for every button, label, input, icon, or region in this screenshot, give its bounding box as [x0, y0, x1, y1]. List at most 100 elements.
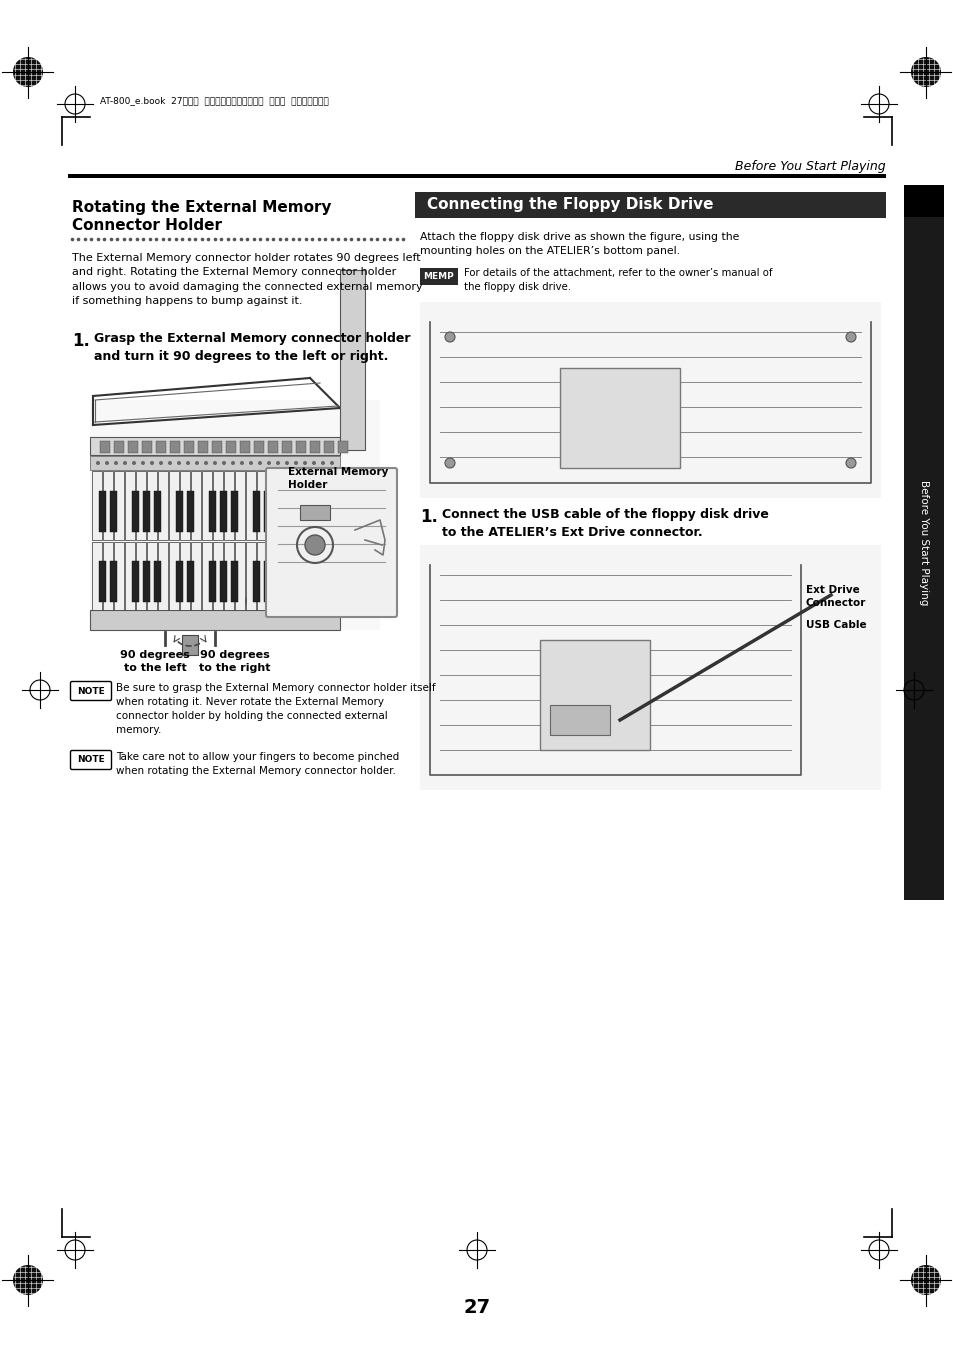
Bar [132, 490, 139, 532]
Bar [113, 542, 124, 611]
Bar [339, 270, 365, 450]
Circle shape [186, 461, 190, 465]
Bar [220, 561, 227, 603]
Text: MEMP: MEMP [423, 272, 454, 281]
Bar [191, 471, 201, 540]
Bar [143, 561, 150, 603]
Circle shape [204, 461, 208, 465]
Bar [132, 561, 139, 603]
Bar [202, 542, 212, 611]
Circle shape [330, 461, 334, 465]
Bar [290, 542, 299, 611]
Bar [175, 561, 183, 603]
Circle shape [96, 461, 100, 465]
Text: 90 degrees: 90 degrees [200, 650, 270, 661]
Text: to the ATELIER’s Ext Drive connector.: to the ATELIER’s Ext Drive connector. [441, 526, 702, 539]
Bar [253, 561, 260, 603]
Bar [103, 542, 112, 611]
Bar [90, 436, 339, 455]
Text: The External Memory connector holder rotates 90 degrees left
and right. Rotating: The External Memory connector holder rot… [71, 253, 422, 307]
Bar [337, 440, 348, 453]
Bar [323, 471, 333, 540]
Bar [110, 561, 117, 603]
Bar [158, 542, 168, 611]
Text: Before You Start Playing: Before You Start Playing [735, 159, 885, 173]
Bar [234, 542, 245, 611]
Bar [156, 440, 166, 453]
Circle shape [105, 461, 109, 465]
Text: Be sure to grasp the External Memory connector holder itself
when rotating it. N: Be sure to grasp the External Memory con… [116, 684, 436, 735]
Circle shape [275, 461, 280, 465]
Bar [170, 440, 180, 453]
Bar [169, 471, 179, 540]
Bar [264, 490, 271, 532]
Bar [153, 561, 161, 603]
Circle shape [141, 461, 145, 465]
Bar [308, 490, 314, 532]
Bar [187, 490, 193, 532]
Bar [212, 440, 222, 453]
Circle shape [194, 461, 199, 465]
Bar [240, 440, 250, 453]
Bar [299, 505, 330, 520]
Bar [903, 185, 943, 218]
Text: Connecting the Floppy Disk Drive: Connecting the Floppy Disk Drive [427, 197, 713, 212]
Bar [253, 440, 264, 453]
Text: Take care not to allow your fingers to become pinched
when rotating the External: Take care not to allow your fingers to b… [116, 753, 399, 775]
Bar [175, 490, 183, 532]
Bar [334, 471, 344, 540]
Text: NOTE: NOTE [77, 686, 105, 696]
Circle shape [294, 461, 297, 465]
Circle shape [123, 461, 127, 465]
Bar [286, 490, 293, 532]
Bar [264, 561, 271, 603]
Bar [136, 542, 146, 611]
Bar [268, 542, 277, 611]
Bar [213, 542, 223, 611]
Circle shape [845, 458, 855, 467]
Bar [113, 471, 124, 540]
Bar [290, 471, 299, 540]
Text: to the left: to the left [124, 663, 186, 673]
Bar [136, 471, 146, 540]
Text: Holder: Holder [288, 480, 327, 490]
Text: 27: 27 [463, 1298, 490, 1317]
Text: 1.: 1. [419, 508, 437, 526]
Bar [224, 471, 233, 540]
Text: NOTE: NOTE [77, 755, 105, 765]
Bar [559, 367, 679, 467]
Bar [180, 542, 190, 611]
Bar [312, 542, 322, 611]
Bar [295, 440, 306, 453]
Bar [246, 542, 255, 611]
Circle shape [240, 461, 244, 465]
Bar [125, 542, 135, 611]
Bar [90, 457, 339, 470]
Text: Connect the USB cable of the floppy disk drive: Connect the USB cable of the floppy disk… [441, 508, 768, 521]
Circle shape [910, 57, 940, 86]
Bar [226, 440, 235, 453]
Bar [147, 471, 157, 540]
Circle shape [303, 461, 307, 465]
Bar [91, 542, 102, 611]
Bar [184, 440, 193, 453]
Bar [224, 542, 233, 611]
Bar [153, 490, 161, 532]
Circle shape [444, 332, 455, 342]
Bar [268, 440, 277, 453]
Circle shape [177, 461, 181, 465]
Bar [142, 440, 152, 453]
Circle shape [910, 1265, 940, 1296]
Bar [415, 192, 885, 218]
Bar [550, 705, 609, 735]
Circle shape [257, 461, 262, 465]
Bar [187, 561, 193, 603]
Text: External Memory: External Memory [288, 467, 388, 477]
Circle shape [132, 461, 136, 465]
Bar [256, 542, 267, 611]
Bar [278, 542, 289, 611]
Bar [100, 440, 110, 453]
Bar [334, 542, 344, 611]
Bar [278, 471, 289, 540]
Circle shape [249, 461, 253, 465]
